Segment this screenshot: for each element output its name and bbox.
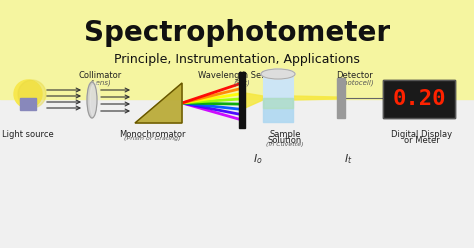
Circle shape (18, 80, 46, 108)
Text: Spectrophotometer: Spectrophotometer (84, 19, 390, 47)
Text: (Slit): (Slit) (234, 79, 250, 86)
Bar (383, 80, 455, 118)
Bar (239, 72, 245, 128)
Bar (383, 80, 455, 118)
Text: $I_t$: $I_t$ (344, 152, 353, 166)
Bar (337, 78, 345, 118)
Polygon shape (245, 93, 263, 108)
Text: or Meter: or Meter (404, 136, 440, 145)
Polygon shape (293, 96, 337, 100)
Bar (263, 74, 293, 122)
Text: Monochromator: Monochromator (119, 130, 185, 139)
Text: Light source: Light source (2, 130, 54, 139)
Bar (263, 98, 293, 122)
Text: (Lens): (Lens) (89, 80, 111, 86)
Text: Digital Display: Digital Display (392, 130, 453, 139)
Text: Principle, Instrumentation, Applications: Principle, Instrumentation, Applications (114, 54, 360, 66)
Text: (in Cuvette): (in Cuvette) (266, 142, 304, 147)
Text: Sample: Sample (269, 130, 301, 139)
Ellipse shape (261, 69, 295, 79)
Text: 0.20: 0.20 (392, 89, 446, 109)
Bar (263, 98, 293, 108)
Text: Wavelength Selector: Wavelength Selector (198, 71, 286, 80)
Text: Collimator: Collimator (78, 71, 122, 80)
Text: (Photocell): (Photocell) (336, 79, 374, 86)
Text: $I_o$: $I_o$ (254, 152, 263, 166)
Bar (20, 98, 36, 110)
Text: Detector: Detector (337, 71, 374, 80)
Ellipse shape (90, 82, 100, 118)
Ellipse shape (87, 82, 97, 118)
Circle shape (14, 80, 42, 108)
Polygon shape (135, 83, 182, 123)
Text: Solution: Solution (268, 136, 302, 145)
Text: (Prism or Grating): (Prism or Grating) (124, 136, 180, 141)
